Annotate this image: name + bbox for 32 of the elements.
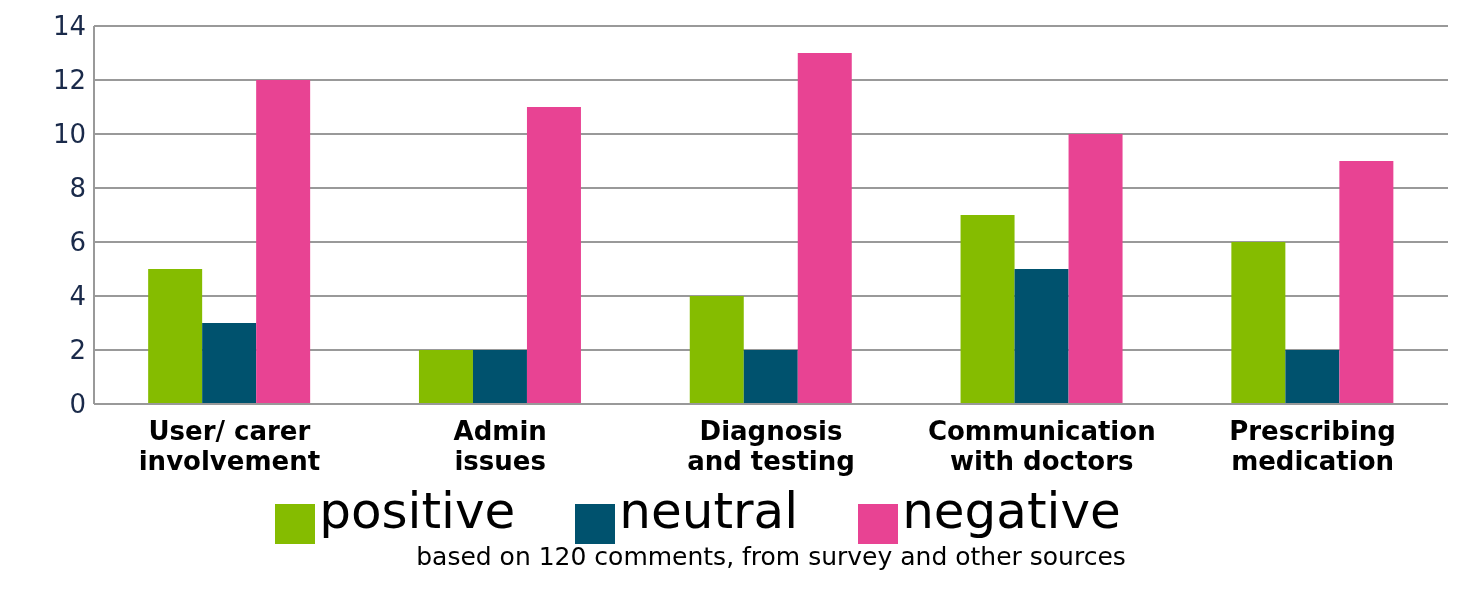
legend-label: negative <box>902 482 1121 540</box>
x-tick-label: Communication with doctors <box>927 416 1156 476</box>
bar <box>689 296 744 404</box>
y-tick-label: 6 <box>69 227 86 258</box>
bar <box>1231 242 1286 404</box>
bar <box>743 350 798 404</box>
text: based on 120 comments, from survey and other sources <box>415 542 1127 571</box>
y-tick-label: 10 <box>52 119 86 150</box>
bar <box>960 215 1015 404</box>
bar <box>1068 134 1123 404</box>
x-tick-label: Admin issues <box>453 416 547 476</box>
x-tick-label: Diagnosis and testing <box>687 416 855 476</box>
legend-label: positive <box>319 482 516 540</box>
bar <box>418 350 473 404</box>
bar <box>797 53 852 404</box>
y-tick-label: 0 <box>69 389 86 420</box>
y-tick-label: 12 <box>52 65 86 96</box>
legend-label: neutral <box>619 482 799 540</box>
y-tick-label: 4 <box>69 281 86 312</box>
y-tick-label: 2 <box>69 335 86 366</box>
y-tick-label: 8 <box>69 173 86 204</box>
x-tick-label: User/ carer involvement <box>138 416 321 476</box>
bar <box>1285 350 1340 404</box>
bar <box>1339 161 1394 404</box>
bar <box>472 350 527 404</box>
x-tick-label: Prescribing medication <box>1229 416 1396 476</box>
bar <box>202 323 257 404</box>
y-tick-label: 14 <box>52 11 86 42</box>
bar <box>526 107 581 404</box>
bar <box>148 269 203 404</box>
bar <box>256 80 311 404</box>
bar <box>1014 269 1069 404</box>
